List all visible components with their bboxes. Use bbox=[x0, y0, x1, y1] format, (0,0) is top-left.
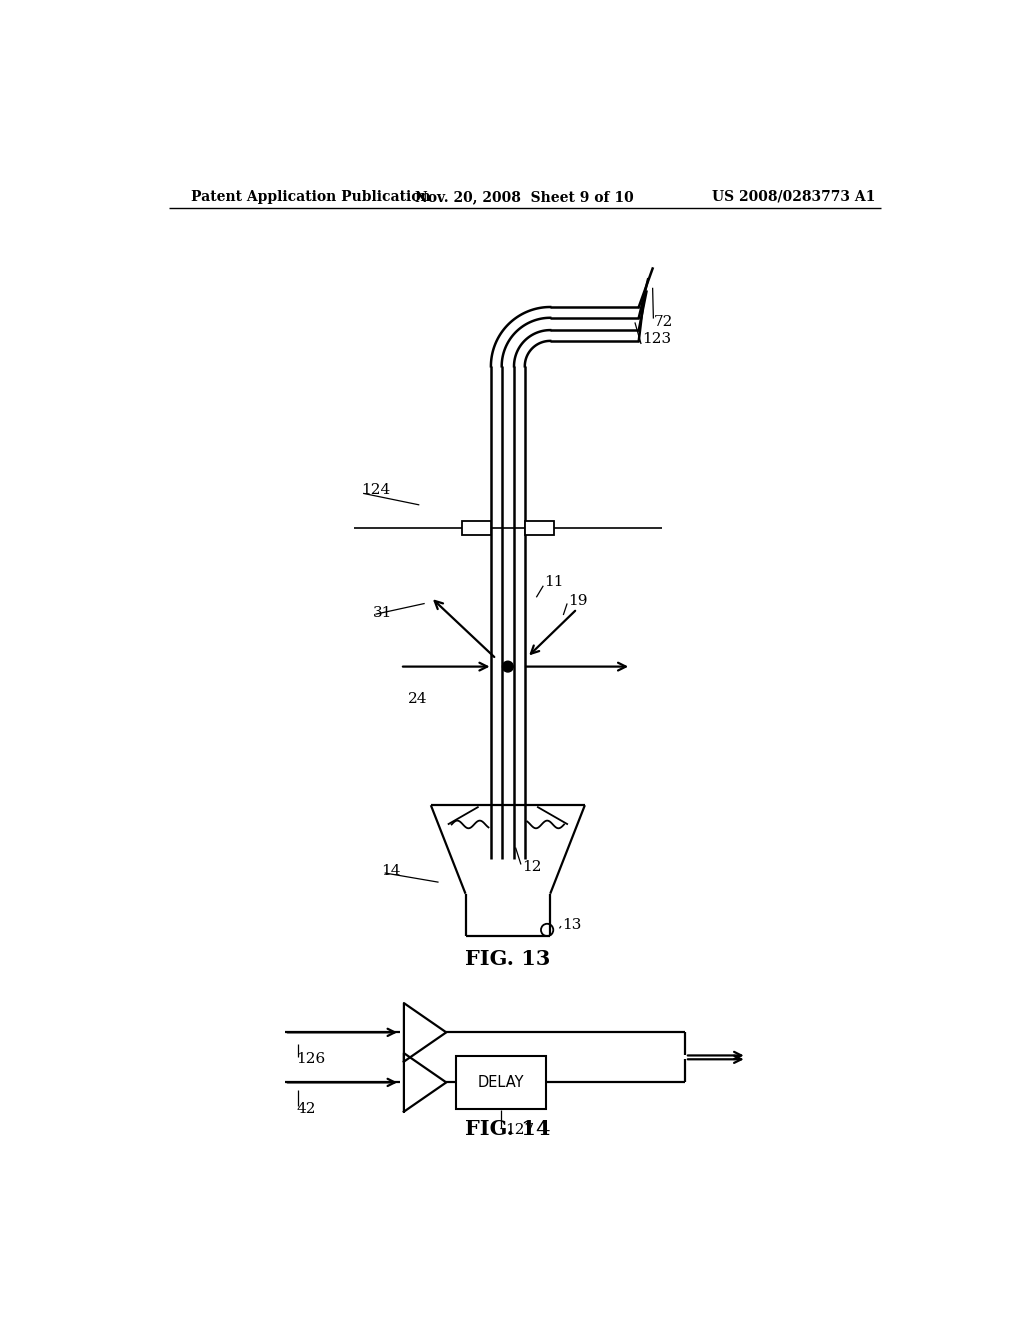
Text: 19: 19 bbox=[568, 594, 588, 609]
Text: FIG. 13: FIG. 13 bbox=[465, 949, 551, 969]
Bar bbox=[462, 521, 490, 535]
Text: Patent Application Publication: Patent Application Publication bbox=[190, 190, 430, 203]
Text: 31: 31 bbox=[373, 606, 392, 619]
Text: 14: 14 bbox=[381, 863, 400, 878]
Text: US 2008/0283773 A1: US 2008/0283773 A1 bbox=[712, 190, 876, 203]
Text: 12: 12 bbox=[521, 859, 542, 874]
Text: 127: 127 bbox=[505, 1123, 534, 1138]
Bar bbox=[524, 521, 554, 535]
Text: 24: 24 bbox=[408, 692, 427, 706]
Text: 72: 72 bbox=[654, 315, 674, 330]
Bar bbox=[456, 1056, 547, 1109]
Text: 13: 13 bbox=[562, 917, 582, 932]
Text: 42: 42 bbox=[296, 1102, 315, 1117]
Circle shape bbox=[503, 661, 513, 672]
Text: 123: 123 bbox=[643, 333, 672, 346]
Text: 11: 11 bbox=[544, 576, 563, 589]
Text: 124: 124 bbox=[361, 483, 391, 496]
Text: FIG. 14: FIG. 14 bbox=[465, 1118, 551, 1139]
Text: DELAY: DELAY bbox=[477, 1074, 524, 1090]
Text: 126: 126 bbox=[296, 1052, 326, 1067]
Text: Nov. 20, 2008  Sheet 9 of 10: Nov. 20, 2008 Sheet 9 of 10 bbox=[416, 190, 634, 203]
